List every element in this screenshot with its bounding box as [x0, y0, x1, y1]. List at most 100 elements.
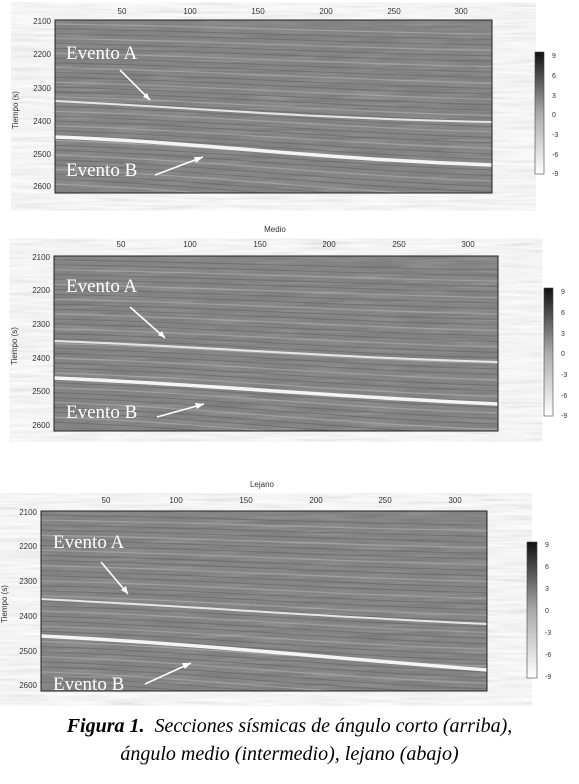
- reflector-line: [54, 323, 498, 342]
- arrowhead-icon: [182, 663, 191, 669]
- x-tick: 250: [378, 496, 392, 505]
- reflector-line: [55, 149, 492, 176]
- reflector-line: [54, 411, 343, 431]
- y-tick: 2100: [33, 17, 51, 26]
- colorbar: [534, 51, 545, 175]
- colorbar-tick: -3: [552, 132, 558, 139]
- reflector-line: [41, 580, 487, 600]
- reflector-line: [55, 47, 492, 62]
- colorbar-tick: 0: [561, 351, 565, 358]
- event-b-reflector: [41, 634, 487, 672]
- figure-caption: Figura 1. Secciones sísmicas de ángulo c…: [0, 712, 579, 768]
- reflector-line: [55, 81, 492, 100]
- seismic-panel-short: 50 100 150 200 250 300 2100 2200 2300 24…: [0, 0, 579, 215]
- reflector-line: [41, 570, 487, 588]
- x-tick: 50: [117, 240, 126, 249]
- evento-a-label: Evento A: [66, 43, 138, 64]
- reflector-line: [41, 681, 200, 691]
- reflector-line: [54, 313, 498, 332]
- colorbar-tick: -3: [545, 630, 551, 637]
- reflector-line: [41, 529, 487, 543]
- x-tick: 200: [319, 7, 333, 16]
- reflector-line: [41, 625, 487, 650]
- reflector-line: [41, 661, 487, 690]
- colorbar-tick: 9: [561, 289, 565, 296]
- reflector-line: [41, 620, 487, 645]
- reflector-line: [55, 62, 492, 79]
- reflector-line: [54, 362, 498, 386]
- x-ticks: 50 100 150 200 250 300: [117, 240, 476, 249]
- caption-text-1: Secciones sísmicas de ángulo corto (arri…: [154, 715, 513, 737]
- reflector-line: [54, 421, 210, 431]
- reflector-line: [41, 519, 487, 532]
- panel-svg: Lejano 50 100 150 200 250 300 2100 2200 …: [0, 480, 551, 695]
- y-tick: 2500: [33, 150, 51, 159]
- x-tick: 200: [322, 240, 336, 249]
- y-tick: 2600: [33, 182, 51, 191]
- reflector-line: [54, 293, 498, 309]
- reflector-line: [55, 76, 492, 95]
- reflector-line: [54, 259, 498, 271]
- reflector-line: [54, 342, 498, 365]
- colorbar-tick: 0: [545, 608, 549, 615]
- x-tick: 100: [183, 240, 197, 249]
- colorbar-tick: -9: [561, 413, 567, 420]
- x-tick: 50: [118, 7, 127, 16]
- reflector-line: [41, 630, 487, 656]
- reflector-line: [41, 651, 487, 678]
- reflector-line: [55, 168, 417, 193]
- reflector-line: [55, 67, 492, 84]
- colorbar-tick: -9: [552, 171, 558, 178]
- reflector-line: [41, 590, 487, 611]
- reflector-line: [54, 357, 498, 381]
- reflector-line: [54, 416, 277, 431]
- reflector-line: [54, 401, 498, 431]
- reflector-line: [55, 91, 492, 111]
- x-tick: 250: [387, 7, 401, 16]
- reflector-line: [55, 72, 492, 89]
- event-b-reflector: [55, 135, 492, 167]
- panel-title: Lejano: [250, 480, 275, 489]
- reflector-line: [54, 333, 498, 353]
- y-tick: 2300: [33, 84, 51, 93]
- reflector-line: [55, 144, 492, 171]
- reflector-line: [55, 37, 492, 51]
- y-tick: 2400: [32, 354, 50, 363]
- reflector-line: [41, 549, 487, 566]
- y-tick: 2100: [32, 253, 50, 262]
- reflector-line: [41, 539, 487, 554]
- y-tick: 2600: [32, 421, 50, 430]
- reflector-line: [55, 86, 492, 106]
- colorbar-tick: -3: [561, 372, 567, 379]
- reflector-line: [54, 274, 498, 287]
- arrowhead-icon: [158, 331, 165, 338]
- reflector-line: [41, 534, 487, 549]
- colorbar-tick: -6: [561, 393, 567, 400]
- x-tick: 300: [461, 240, 475, 249]
- x-ticks: 50 100 150 200 250 300: [102, 496, 463, 505]
- seismic-reflectors: [54, 259, 498, 431]
- event-a-reflector: [54, 340, 498, 363]
- reflector-line: [55, 28, 492, 40]
- y-tick: 2600: [19, 681, 37, 690]
- reflector-line: [55, 159, 492, 187]
- evento-a-label: Evento A: [53, 532, 125, 553]
- reflector-line: [54, 298, 498, 315]
- reflector-line: [54, 392, 498, 419]
- reflector-line: [41, 656, 487, 684]
- reflector-line: [41, 671, 339, 691]
- y-tick: 2200: [32, 286, 50, 295]
- reflector-line: [54, 367, 498, 392]
- panel-svg: Medio 50 100 150 200 250 300 2100 2200 2…: [10, 225, 567, 432]
- colorbar-tick: 3: [561, 331, 565, 338]
- plot-frame: [40, 510, 488, 692]
- reflector-line: [54, 372, 498, 398]
- x-tick: 150: [239, 496, 253, 505]
- reflector-line: [41, 646, 487, 673]
- reflector-line: [54, 338, 498, 359]
- reflector-line: [54, 264, 498, 276]
- x-tick: 250: [392, 240, 406, 249]
- evento-b-label: Evento B: [66, 402, 137, 423]
- arrowhead-icon: [194, 157, 203, 163]
- y-ticks: 2100 2200 2300 2400 2500 2600: [19, 508, 37, 690]
